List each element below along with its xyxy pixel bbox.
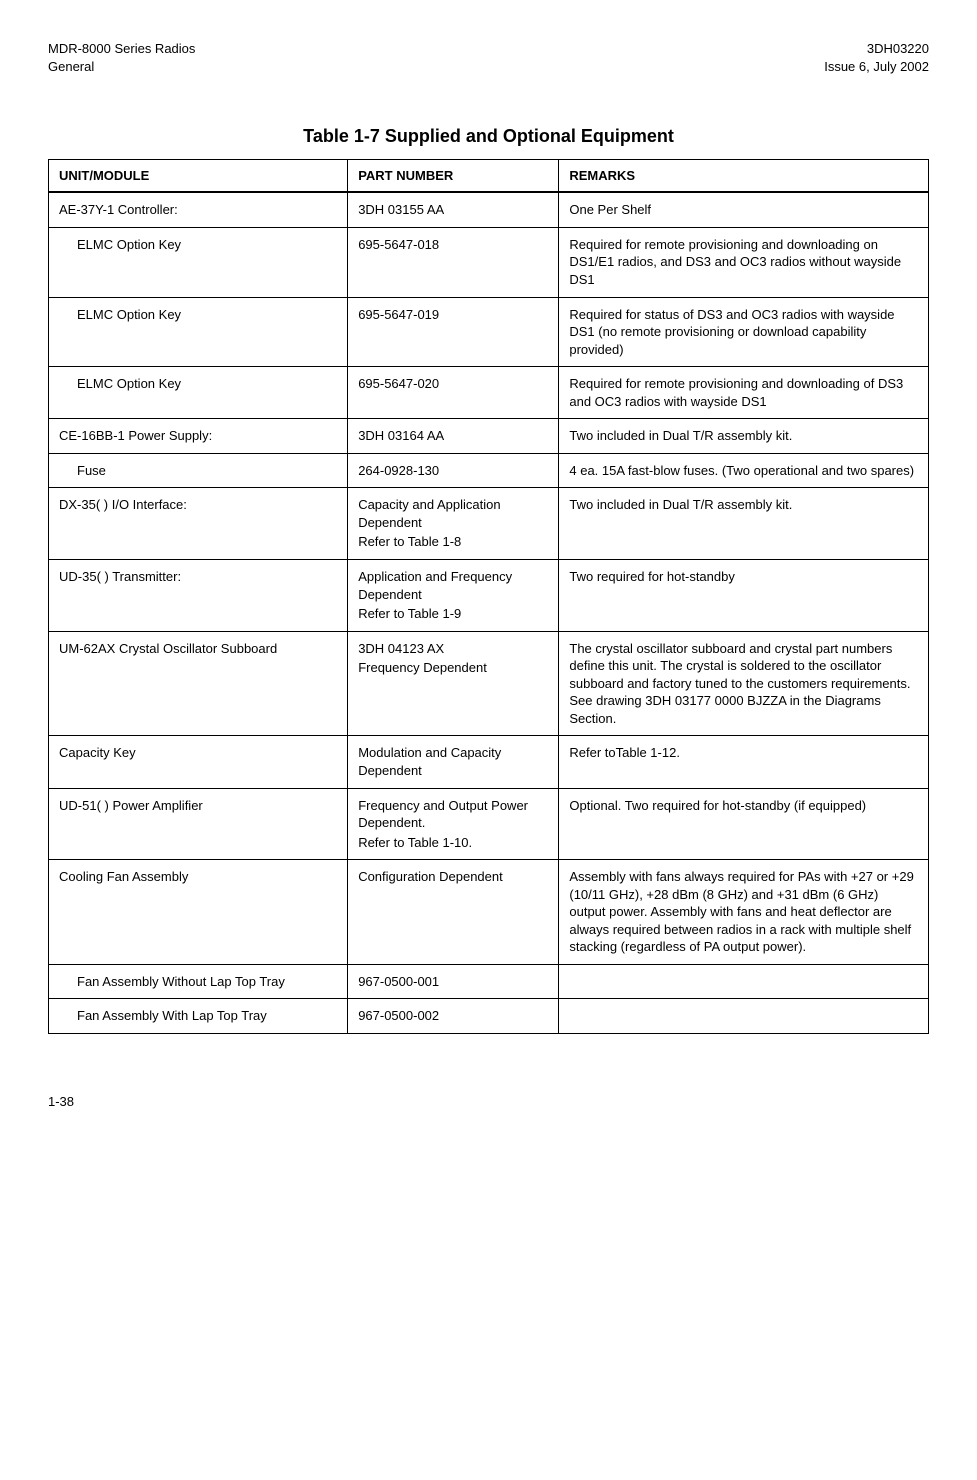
- cell-remarks: Assembly with fans always required for P…: [559, 860, 929, 965]
- cell-remarks: Refer toTable 1-12.: [559, 736, 929, 788]
- cell-part: Frequency and Output Power Dependent.Ref…: [348, 788, 559, 860]
- col-header-part: PART NUMBER: [348, 160, 559, 193]
- cell-part: 695-5647-019: [348, 297, 559, 367]
- cell-part: 967-0500-002: [348, 999, 559, 1034]
- cell-unit: Fuse: [49, 453, 348, 488]
- cell-remarks: Required for remote provisioning and dow…: [559, 227, 929, 297]
- table-row: UD-35( ) Transmitter:Application and Fre…: [49, 560, 929, 632]
- table-title: Table 1-7 Supplied and Optional Equipmen…: [48, 126, 929, 147]
- cell-unit: UM-62AX Crystal Oscillator Subboard: [49, 631, 348, 736]
- header-right: 3DH03220 Issue 6, July 2002: [824, 40, 929, 76]
- table-row: DX-35( ) I/O Interface:Capacity and Appl…: [49, 488, 929, 560]
- cell-part: 3DH 04123 AXFrequency Dependent: [348, 631, 559, 736]
- cell-part-sub: Refer to Table 1-8: [358, 533, 548, 551]
- cell-remarks: Required for remote provisioning and dow…: [559, 367, 929, 419]
- page-header: MDR-8000 Series Radios General 3DH03220 …: [48, 40, 929, 76]
- table-row: CE-16BB-1 Power Supply:3DH 03164 AATwo i…: [49, 419, 929, 454]
- table-header-row: UNIT/MODULE PART NUMBER REMARKS: [49, 160, 929, 193]
- table-row: ELMC Option Key695-5647-020Required for …: [49, 367, 929, 419]
- cell-remarks: Required for status of DS3 and OC3 radio…: [559, 297, 929, 367]
- cell-part: Modulation and Capacity Dependent: [348, 736, 559, 788]
- table-row: UD-51( ) Power AmplifierFrequency and Ou…: [49, 788, 929, 860]
- cell-part: 695-5647-018: [348, 227, 559, 297]
- header-left: MDR-8000 Series Radios General: [48, 40, 195, 76]
- cell-unit: Fan Assembly With Lap Top Tray: [49, 999, 348, 1034]
- col-header-remarks: REMARKS: [559, 160, 929, 193]
- cell-remarks: Optional. Two required for hot-standby (…: [559, 788, 929, 860]
- cell-part-sub: Frequency Dependent: [358, 659, 548, 677]
- table-row: ELMC Option Key695-5647-019Required for …: [49, 297, 929, 367]
- doc-issue: Issue 6, July 2002: [824, 58, 929, 76]
- table-row: AE-37Y-1 Controller:3DH 03155 AAOne Per …: [49, 192, 929, 227]
- doc-number: 3DH03220: [824, 40, 929, 58]
- cell-unit: ELMC Option Key: [49, 297, 348, 367]
- cell-part: 695-5647-020: [348, 367, 559, 419]
- table-row: ELMC Option Key695-5647-018Required for …: [49, 227, 929, 297]
- cell-unit: Fan Assembly Without Lap Top Tray: [49, 964, 348, 999]
- cell-part-sub: Refer to Table 1-10.: [358, 834, 548, 852]
- doc-title: MDR-8000 Series Radios: [48, 40, 195, 58]
- doc-section: General: [48, 58, 195, 76]
- cell-remarks: The crystal oscillator subboard and crys…: [559, 631, 929, 736]
- cell-part-sub: Refer to Table 1-9: [358, 605, 548, 623]
- cell-remarks: Two included in Dual T/R assembly kit.: [559, 419, 929, 454]
- cell-remarks: [559, 999, 929, 1034]
- equipment-table: UNIT/MODULE PART NUMBER REMARKS AE-37Y-1…: [48, 159, 929, 1034]
- cell-remarks: One Per Shelf: [559, 192, 929, 227]
- cell-unit: Capacity Key: [49, 736, 348, 788]
- table-row: Fan Assembly With Lap Top Tray967-0500-0…: [49, 999, 929, 1034]
- cell-remarks: [559, 964, 929, 999]
- cell-remarks: Two required for hot-standby: [559, 560, 929, 632]
- cell-part: Configuration Dependent: [348, 860, 559, 965]
- cell-unit: UD-51( ) Power Amplifier: [49, 788, 348, 860]
- table-row: Fan Assembly Without Lap Top Tray967-050…: [49, 964, 929, 999]
- cell-part: 3DH 03155 AA: [348, 192, 559, 227]
- page-number: 1-38: [48, 1094, 929, 1109]
- cell-remarks: Two included in Dual T/R assembly kit.: [559, 488, 929, 560]
- cell-unit: DX-35( ) I/O Interface:: [49, 488, 348, 560]
- cell-unit: AE-37Y-1 Controller:: [49, 192, 348, 227]
- cell-part: 967-0500-001: [348, 964, 559, 999]
- table-row: Cooling Fan AssemblyConfiguration Depend…: [49, 860, 929, 965]
- cell-part: 3DH 03164 AA: [348, 419, 559, 454]
- cell-unit: Cooling Fan Assembly: [49, 860, 348, 965]
- table-row: Fuse264-0928-1304 ea. 15A fast-blow fuse…: [49, 453, 929, 488]
- col-header-unit: UNIT/MODULE: [49, 160, 348, 193]
- cell-unit: ELMC Option Key: [49, 367, 348, 419]
- cell-part: Capacity and Application DependentRefer …: [348, 488, 559, 560]
- cell-unit: ELMC Option Key: [49, 227, 348, 297]
- cell-remarks: 4 ea. 15A fast-blow fuses. (Two operatio…: [559, 453, 929, 488]
- cell-part: 264-0928-130: [348, 453, 559, 488]
- table-row: Capacity KeyModulation and Capacity Depe…: [49, 736, 929, 788]
- cell-unit: UD-35( ) Transmitter:: [49, 560, 348, 632]
- cell-part: Application and Frequency DependentRefer…: [348, 560, 559, 632]
- table-row: UM-62AX Crystal Oscillator Subboard3DH 0…: [49, 631, 929, 736]
- cell-unit: CE-16BB-1 Power Supply:: [49, 419, 348, 454]
